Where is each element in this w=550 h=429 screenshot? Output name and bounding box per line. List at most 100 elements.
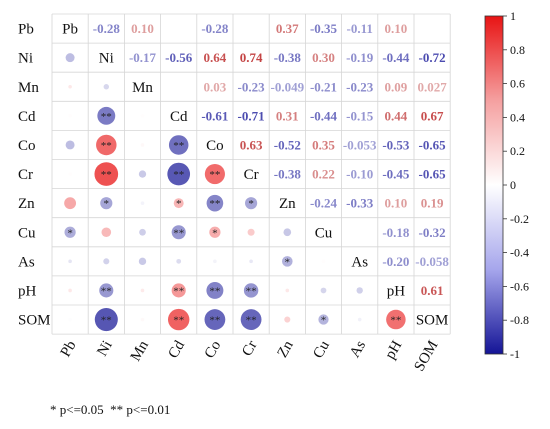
correlation-circle (94, 162, 119, 186)
diagonal-label: Mn (132, 80, 153, 96)
significance-footnote: * p<=0.05 ** p<=0.01 (50, 402, 171, 417)
correlation-circle (206, 194, 224, 212)
y-axis-label: Mn (18, 80, 39, 96)
correlation-circle (249, 259, 253, 264)
y-axis-label: Ni (18, 51, 33, 67)
x-axis-label: Cr (239, 338, 260, 359)
colorbar-tick-label: 0.6 (510, 77, 525, 91)
correlation-circle (140, 114, 145, 118)
correlation-value: -0.28 (93, 21, 121, 36)
correlation-value: -0.17 (129, 50, 157, 65)
correlation-circle (94, 308, 118, 332)
diagonal-label: Cr (244, 167, 259, 183)
matrix-cells: -0.28 0.10 -0.28 0.37 -0.35 -0.11 0.10 -0.17 -0.… (64, 21, 449, 332)
correlation-circle (103, 84, 110, 90)
correlation-circle (100, 197, 113, 210)
significance-marker: ** (101, 169, 112, 181)
correlation-circle (68, 84, 72, 89)
correlation-value: -0.71 (238, 108, 265, 123)
significance-marker: ** (101, 315, 112, 327)
correlation-value: 0.19 (421, 196, 444, 211)
x-axis-label: Ni (94, 338, 115, 359)
correlation-circle (68, 317, 72, 322)
significance-marker: ** (209, 285, 220, 297)
correlation-circle (140, 288, 145, 293)
correlation-circle (68, 288, 72, 293)
correlation-value: 0.10 (385, 21, 408, 36)
correlation-circle (320, 287, 327, 294)
correlation-circle (204, 163, 225, 185)
correlation-value: -0.44 (382, 50, 410, 65)
correlation-value: -0.15 (346, 108, 374, 123)
correlation-circle (243, 283, 259, 298)
correlation-value: -0.38 (274, 167, 302, 182)
correlation-value: 0.44 (385, 108, 408, 123)
colorbar-tick-label: 0.8 (510, 43, 525, 57)
correlation-value: 0.22 (312, 167, 335, 182)
correlation-value: 0.31 (276, 108, 299, 123)
significance-marker: ** (173, 227, 184, 239)
significance-marker: ** (101, 140, 112, 152)
correlation-circle (356, 287, 363, 294)
matrix-grid (51, 13, 451, 335)
significance-marker: * (321, 315, 327, 327)
correlation-value: 0.67 (421, 108, 444, 123)
y-axis-label: pH (18, 283, 37, 299)
correlation-value: -0.20 (382, 254, 409, 269)
correlation-circle (386, 309, 406, 330)
correlation-circle (168, 135, 189, 155)
colorbar-tick-label: -1 (510, 347, 520, 361)
x-axis-label: Cu (310, 338, 333, 362)
x-axis-label: Cd (166, 338, 189, 362)
correlation-circle (167, 162, 191, 186)
correlation-circle (282, 256, 293, 267)
diagonal-labels: Pb Ni Mn Cd Co Cr Zn Cu As pH SOM (62, 22, 448, 329)
correlation-circle (167, 308, 190, 331)
correlation-circle (140, 143, 145, 147)
correlation-circle (213, 259, 217, 264)
significance-marker: ** (101, 285, 112, 297)
correlation-circle (68, 259, 72, 264)
colorbar-tick-label: 1 (510, 9, 516, 23)
significance-marker: ** (209, 198, 220, 210)
correlation-circle (68, 114, 72, 118)
significance-marker: ** (173, 169, 184, 181)
x-axis-label: Co (202, 338, 225, 361)
correlation-value: 0.64 (204, 50, 227, 65)
diagonal-label: Co (206, 138, 224, 154)
colorbar-tick-label: -0.6 (510, 279, 529, 293)
correlation-circle (68, 172, 72, 176)
correlation-circle (103, 258, 110, 265)
diagonal-label: As (351, 254, 368, 270)
correlation-value: -0.65 (419, 167, 447, 182)
correlation-circle (171, 283, 186, 298)
significance-marker: * (176, 198, 182, 210)
correlation-circle (139, 228, 146, 236)
correlation-value: 0.03 (204, 79, 227, 94)
significance-marker: ** (209, 315, 220, 327)
diagonal-label: Cd (170, 109, 188, 125)
y-axis-label: Co (18, 138, 36, 154)
correlation-value: -0.61 (201, 108, 228, 123)
correlation-value: 0.09 (385, 79, 408, 94)
correlation-circle (140, 317, 145, 322)
correlation-circle (171, 225, 186, 240)
correlation-value: -0.11 (347, 21, 373, 36)
significance-marker: ** (209, 169, 220, 181)
x-axis-label: Zn (275, 338, 297, 361)
colorbar-tick-label: 0.2 (510, 144, 525, 158)
diagonal-label: Cu (315, 225, 333, 241)
y-axis-label: Cr (18, 167, 33, 183)
significance-marker: ** (173, 315, 184, 327)
diagonal-label: SOM (416, 313, 449, 329)
x-axis-label: pH (382, 338, 405, 362)
significance-marker: ** (390, 315, 401, 327)
correlation-circle (96, 134, 117, 156)
x-axis-labels: Pb Ni Mn Cd Co Cr Zn Cu As pH SOM (58, 338, 442, 375)
correlation-value: -0.058 (415, 254, 449, 269)
colorbar-tick-label: -0.2 (510, 212, 529, 226)
correlation-value: -0.18 (382, 225, 410, 240)
correlation-value: -0.33 (346, 196, 374, 211)
significance-marker: * (248, 198, 254, 210)
